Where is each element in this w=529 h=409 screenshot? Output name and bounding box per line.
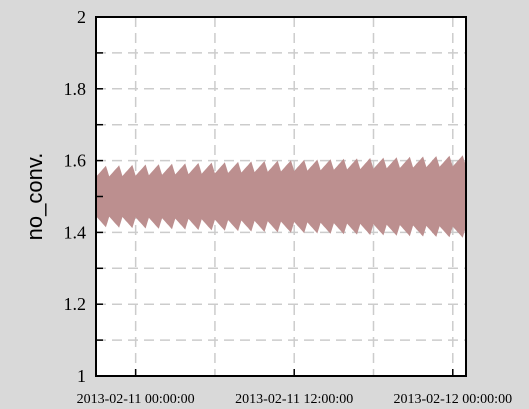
x-axis: 2013-02-11 00:00:00 2013-02-11 12:00:00 20…	[77, 369, 512, 407]
y-tick-label: 2	[77, 7, 86, 27]
y-axis: 1 1.2 1.4 1.6 1.8 2	[64, 7, 103, 386]
y-tick-label: 1.6	[64, 151, 87, 171]
data-band	[96, 155, 466, 238]
y-tick-label: 1.8	[64, 79, 87, 99]
y-axis-label: no_conv.	[22, 153, 47, 241]
y-tick-label: 1.2	[64, 294, 87, 314]
x-tick-label: 2013-02-11 12:00:00	[235, 392, 353, 407]
x-tick-label: 2013-02-11 00:00:00	[77, 392, 195, 407]
x-tick-label: 2013-02-12 00:00:00	[393, 392, 512, 407]
y-tick-label: 1	[77, 366, 86, 386]
y-tick-label: 1.4	[64, 222, 87, 242]
